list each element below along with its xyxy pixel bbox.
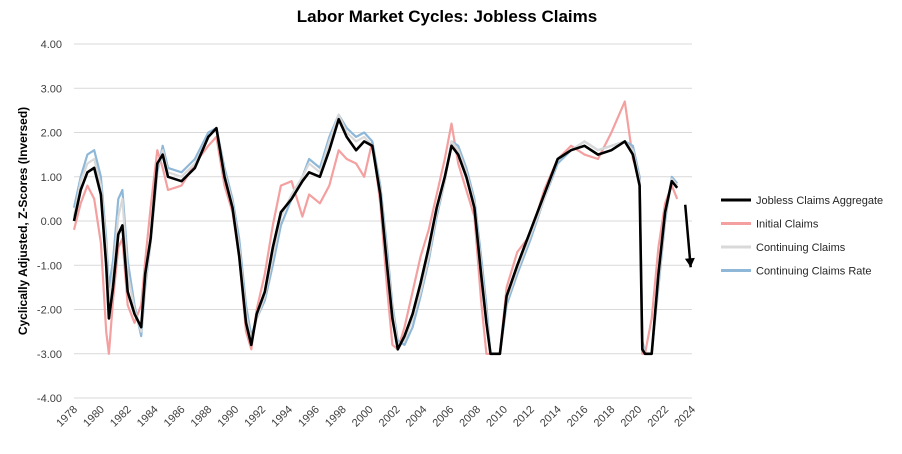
x-tick-label: 2010 <box>484 404 510 430</box>
x-tick-label: 1986 <box>162 404 188 430</box>
series-line-3 <box>72 113 679 355</box>
legend: Jobless Claims Aggregate Initial Claims Co… <box>721 195 883 278</box>
x-tick-label: 1998 <box>323 404 349 430</box>
x-tick-label: 2002 <box>377 404 403 430</box>
x-tick-label: 1982 <box>108 404 134 430</box>
legend-label: Continuing Claims <box>756 242 846 254</box>
plot-area <box>72 100 679 356</box>
y-tick-label: -4.00 <box>37 393 62 405</box>
x-tick-label: 1984 <box>135 404 161 430</box>
x-tick-label: 2022 <box>645 404 671 430</box>
x-tick-label: 2024 <box>672 404 698 430</box>
y-axis: 4.00 3.00 2.00 1.00 0.00 -1.00 -2.00 -3.00 -4.00 <box>37 39 62 405</box>
x-tick-label: 2016 <box>565 404 591 430</box>
x-tick-label: 2020 <box>619 404 645 430</box>
y-tick-label: -1.00 <box>37 260 62 272</box>
y-axis-label: Cyclically Adjusted, Z-Scores (Inversed) <box>16 107 30 335</box>
x-tick-label: 1988 <box>189 404 215 430</box>
x-tick-label: 2008 <box>457 404 483 430</box>
arrow-shaft <box>683 204 692 268</box>
series-line-0 <box>72 117 679 356</box>
x-tick-label: 1996 <box>296 404 322 430</box>
legend-label: Jobless Claims Aggregate <box>756 195 883 207</box>
x-tick-label: 2012 <box>511 404 537 430</box>
x-tick-label: 2000 <box>350 404 376 430</box>
arrow-head <box>684 257 695 268</box>
x-tick-label: 1990 <box>216 404 242 430</box>
y-tick-label: -2.00 <box>37 305 62 317</box>
legend-label: Continuing Claims Rate <box>756 266 872 278</box>
y-tick-label: 1.00 <box>41 172 62 184</box>
x-tick-label: 2006 <box>430 404 456 430</box>
y-tick-label: 4.00 <box>41 39 62 51</box>
y-tick-label: -3.00 <box>37 349 62 361</box>
y-tick-label: 2.00 <box>41 128 62 140</box>
chart-title: Labor Market Cycles: Jobless Claims <box>297 7 597 26</box>
series-line-1 <box>72 100 679 355</box>
y-tick-label: 3.00 <box>41 83 62 95</box>
x-tick-label: 2018 <box>592 404 618 430</box>
x-tick-label: 1978 <box>54 404 80 430</box>
x-tick-label: 2014 <box>538 404 564 430</box>
x-tick-label: 2004 <box>404 404 430 430</box>
legend-label: Initial Claims <box>756 219 819 231</box>
x-tick-label: 1994 <box>269 404 295 430</box>
y-tick-label: 0.00 <box>41 216 62 228</box>
x-axis: 1978 1980 1982 1984 1986 1988 1990 1992 1994 1996… <box>54 404 698 430</box>
annotation <box>683 204 695 268</box>
x-tick-label: 1980 <box>81 404 107 430</box>
x-tick-label: 1992 <box>242 404 268 430</box>
